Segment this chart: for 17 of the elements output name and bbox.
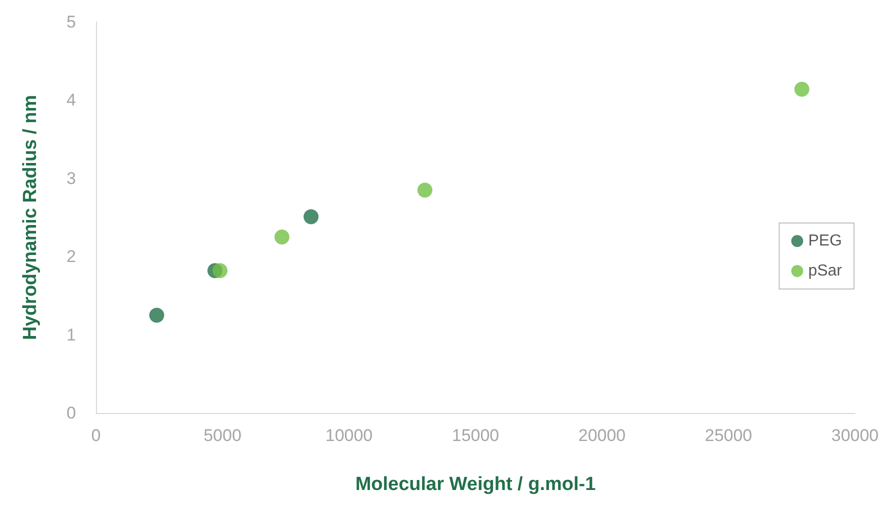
legend-label: pSar	[808, 262, 843, 280]
y-tick-label: 5	[66, 12, 76, 32]
y-tick-label: 4	[66, 90, 76, 110]
y-tick-label: 0	[66, 404, 76, 422]
x-tick-label: 10000	[325, 426, 373, 445]
legend-label: PEG	[808, 232, 842, 250]
y-tick-label: 1	[66, 325, 76, 344]
x-axis-title: Molecular Weight / g.mol-1	[355, 474, 596, 495]
y-axis-title: Hydrodynamic Radius / nm	[20, 95, 41, 340]
y-tick-label: 2	[66, 247, 76, 266]
x-tick-label: 15000	[452, 426, 500, 445]
x-tick-label: 20000	[578, 426, 626, 445]
x-tick-label: 30000	[831, 426, 879, 445]
x-tick-label: 25000	[704, 426, 752, 445]
y-tick-label: 3	[66, 168, 76, 188]
x-tick-label: 0	[91, 426, 101, 445]
x-tick-label: 5000	[204, 426, 242, 445]
